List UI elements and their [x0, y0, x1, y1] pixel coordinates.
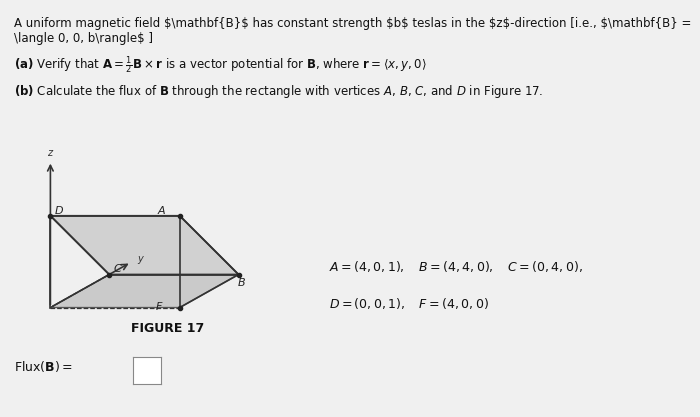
Text: A uniform magnetic field $\mathbf{B}$ has constant strength $b$ teslas in the $z: A uniform magnetic field $\mathbf{B}$ ha… — [14, 17, 692, 45]
Text: $F$: $F$ — [155, 300, 163, 312]
Text: $\it{A}$: $\it{A}$ — [158, 203, 167, 216]
Text: $A = (4, 0, 1), \quad B = (4, 4, 0), \quad C = (0, 4, 0),$: $A = (4, 0, 1), \quad B = (4, 4, 0), \qu… — [329, 259, 583, 274]
Text: $z$: $z$ — [47, 148, 54, 158]
Text: $\it{B}$: $\it{B}$ — [237, 276, 246, 288]
Text: FIGURE 17: FIGURE 17 — [132, 322, 204, 335]
Text: $y$: $y$ — [137, 254, 146, 266]
Polygon shape — [50, 274, 239, 308]
Text: $\it{C}$: $\it{C}$ — [113, 262, 123, 274]
Polygon shape — [50, 216, 239, 274]
Text: $\mathbf{(a)}$ Verify that $\mathbf{A} = \frac{1}{2}\mathbf{B} \times \mathbf{r}: $\mathbf{(a)}$ Verify that $\mathbf{A} =… — [14, 54, 426, 76]
Text: $\mathrm{Flux}(\mathbf{B}) = $: $\mathrm{Flux}(\mathbf{B}) = $ — [14, 359, 73, 374]
Text: $\it{D}$: $\it{D}$ — [54, 203, 64, 216]
Text: $\mathbf{(b)}$ Calculate the flux of $\mathbf{B}$ through the rectangle with ver: $\mathbf{(b)}$ Calculate the flux of $\m… — [14, 83, 543, 100]
Text: $D = (0, 0, 1), \quad F = (4, 0, 0)$: $D = (0, 0, 1), \quad F = (4, 0, 0)$ — [329, 296, 489, 311]
